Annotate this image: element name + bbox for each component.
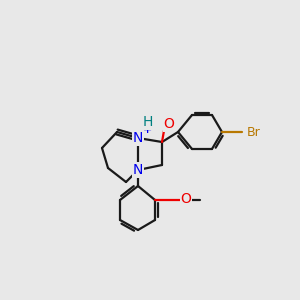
Text: H: H (143, 115, 153, 129)
Text: +: + (143, 125, 153, 135)
Text: O: O (164, 117, 174, 131)
Text: Br: Br (247, 125, 261, 139)
Text: N: N (133, 163, 143, 177)
Text: N: N (133, 131, 143, 145)
Text: O: O (181, 192, 191, 206)
